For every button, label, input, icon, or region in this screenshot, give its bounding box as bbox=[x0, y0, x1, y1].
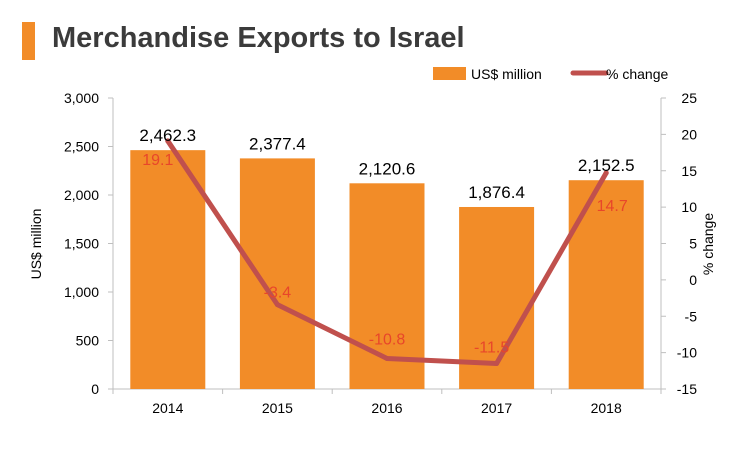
legend-swatch-bar bbox=[433, 67, 466, 80]
line-value-label: 14.7 bbox=[597, 198, 628, 215]
right-tick-label: -10 bbox=[677, 345, 697, 361]
bar-2016 bbox=[349, 183, 425, 389]
line-point-2018 bbox=[603, 170, 609, 176]
line-point-2017 bbox=[494, 361, 500, 367]
bar-2015 bbox=[239, 158, 315, 389]
right-tick-label: 20 bbox=[681, 126, 697, 142]
right-tick-label: 5 bbox=[689, 236, 697, 252]
left-tick-label: 0 bbox=[91, 381, 99, 397]
title-accent-bar bbox=[22, 22, 35, 60]
bar-2014 bbox=[130, 150, 206, 389]
line-value-label: -11.5 bbox=[474, 340, 509, 357]
right-axis-title: % change bbox=[700, 213, 716, 275]
left-tick-label: 2,500 bbox=[64, 139, 99, 155]
x-tick-label: 2014 bbox=[152, 400, 183, 416]
line-value-label: -3.4 bbox=[264, 285, 292, 302]
bar-value-label: 2,120.6 bbox=[359, 159, 416, 178]
left-tick-label: 500 bbox=[76, 333, 100, 349]
bar-value-label: 2,462.3 bbox=[139, 126, 196, 145]
bar-value-label: 2,377.4 bbox=[249, 134, 306, 153]
bar-value-label: 2,152.5 bbox=[578, 156, 635, 175]
x-tick-label: 2016 bbox=[371, 400, 402, 416]
right-tick-label: 10 bbox=[681, 199, 697, 215]
x-tick-label: 2015 bbox=[262, 400, 293, 416]
line-value-label: 19.1 bbox=[142, 152, 173, 169]
left-tick-label: 2,000 bbox=[64, 187, 99, 203]
right-tick-label: -5 bbox=[685, 308, 698, 324]
left-tick-label: 1,500 bbox=[64, 236, 99, 252]
right-tick-label: 0 bbox=[689, 272, 697, 288]
left-axis-title: US$ million bbox=[28, 209, 44, 280]
legend-label-bar: US$ million bbox=[471, 66, 542, 82]
bar-value-label: 1,876.4 bbox=[468, 183, 525, 202]
chart-title: Merchandise Exports to Israel bbox=[52, 22, 465, 54]
right-tick-label: 25 bbox=[681, 90, 697, 106]
line-point-2016 bbox=[384, 355, 390, 361]
right-tick-label: 15 bbox=[681, 163, 697, 179]
line-point-2014 bbox=[165, 138, 171, 144]
legend-label-line: % change bbox=[606, 66, 668, 82]
line-value-label: -10.8 bbox=[369, 331, 406, 348]
line-point-2015 bbox=[274, 302, 280, 308]
left-tick-label: 1,000 bbox=[64, 284, 99, 300]
left-tick-label: 3,000 bbox=[64, 90, 99, 106]
x-tick-label: 2018 bbox=[591, 400, 622, 416]
right-tick-label: -15 bbox=[677, 381, 697, 397]
x-tick-label: 2017 bbox=[481, 400, 512, 416]
